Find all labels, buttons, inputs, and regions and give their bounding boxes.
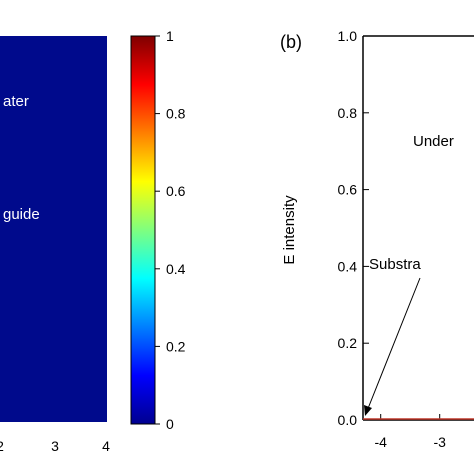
map-x-tick-label: 2 (0, 438, 4, 454)
panel-label: (b) (280, 32, 302, 52)
colorbar-tick-label: 0.8 (166, 106, 186, 122)
colorbar (130, 35, 156, 425)
y-tick-label: 0.6 (338, 182, 358, 198)
x-tick-label: -4 (374, 434, 387, 450)
colorbar-tick-label: 0.4 (166, 261, 186, 277)
y-tick-label: 0.4 (338, 258, 358, 274)
annotation-under: Under (413, 133, 454, 150)
annotation-arrow (366, 277, 421, 412)
map-annotation-waveguide: guide (3, 206, 40, 223)
y-tick-label: 1.0 (338, 28, 358, 44)
colorbar-tick-label: 0 (166, 416, 174, 432)
annotation-arrowhead (364, 405, 372, 416)
map-annotation-water: ater (3, 93, 29, 110)
colorbar-tick-label: 0.2 (166, 338, 186, 354)
y-ticks: 0.0 0.2 0.4 0.6 0.8 1.0 (338, 28, 369, 428)
map-x-tick-label: 3 (51, 438, 59, 454)
colorbar-tick-label: 1 (166, 28, 174, 44)
x-tick-label: -3 (433, 434, 446, 450)
y-tick-label: 0.8 (338, 105, 358, 121)
colorbar-tick-label: 0.6 (166, 183, 186, 199)
map-x-tick-label: 4 (102, 438, 110, 454)
annotation-substrate: Substra (369, 256, 421, 273)
intensity-map (0, 36, 107, 422)
y-tick-label: 0.0 (338, 412, 358, 428)
colorbar-ticks: 1 0.8 0.6 0.4 0.2 0 (155, 28, 186, 432)
y-tick-label: 0.2 (338, 335, 358, 351)
y-axis-title: E intensity (281, 195, 298, 265)
